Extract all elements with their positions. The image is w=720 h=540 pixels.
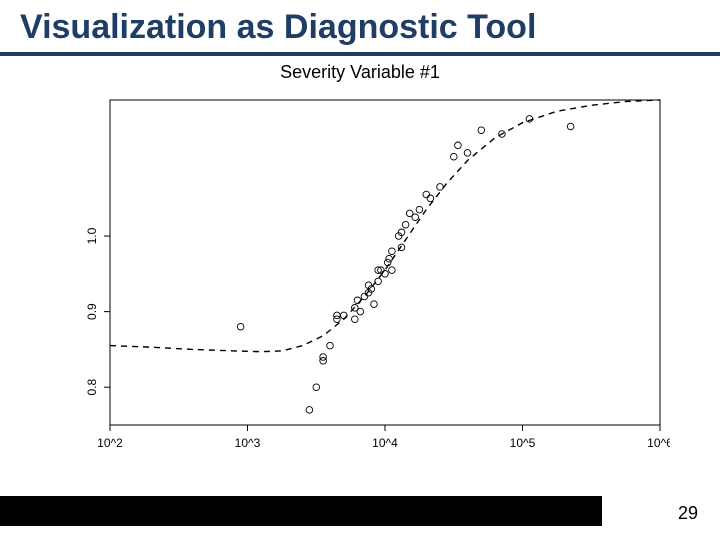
data-point <box>423 191 430 198</box>
y-tick-label: 0.8 <box>85 379 99 396</box>
data-point <box>427 195 434 202</box>
data-point <box>371 301 378 308</box>
data-point <box>455 142 462 149</box>
chart-subtitle: Severity Variable #1 <box>0 62 720 83</box>
data-point <box>334 312 341 319</box>
data-point <box>341 312 348 319</box>
data-point <box>451 153 458 160</box>
y-tick-label: 0.9 <box>85 303 99 320</box>
data-point <box>567 123 574 130</box>
chart-svg: 10^2 10^3 10^4 10^5 10^6 0.8 0.9 1.0 <box>60 95 670 475</box>
data-point <box>384 259 391 266</box>
plot-box <box>110 100 660 425</box>
page-number: 29 <box>678 503 698 524</box>
data-point <box>313 384 320 391</box>
data-point <box>416 206 423 213</box>
data-point <box>357 308 364 315</box>
data-point <box>526 116 533 123</box>
data-point <box>237 323 244 330</box>
fitted-curve <box>110 100 660 352</box>
data-point <box>320 354 327 361</box>
data-point <box>464 150 471 157</box>
data-point <box>478 127 485 134</box>
data-point <box>352 316 359 323</box>
data-point <box>327 342 334 349</box>
data-point <box>320 358 327 365</box>
data-point <box>389 248 396 255</box>
x-tick-label: 10^2 <box>97 436 123 450</box>
data-point <box>437 184 444 191</box>
data-point <box>402 221 409 228</box>
slide-title: Visualization as Diagnostic Tool <box>20 8 536 47</box>
data-point <box>306 407 313 414</box>
footer-bar <box>0 496 602 526</box>
x-tick-label: 10^6 <box>647 436 670 450</box>
data-point <box>354 297 361 304</box>
x-tick-label: 10^3 <box>235 436 261 450</box>
data-point <box>398 244 405 251</box>
x-tick-label: 10^4 <box>372 436 398 450</box>
data-point <box>375 278 382 285</box>
slide: Visualization as Diagnostic Tool Severit… <box>0 0 720 540</box>
data-point <box>386 255 393 262</box>
data-point <box>334 316 341 323</box>
data-point <box>389 267 396 274</box>
y-tick-label: 1.0 <box>85 227 99 244</box>
title-underline <box>0 52 720 56</box>
data-point <box>412 214 419 221</box>
x-tick-label: 10^5 <box>510 436 536 450</box>
data-point <box>361 293 368 300</box>
scatter-chart: 10^2 10^3 10^4 10^5 10^6 0.8 0.9 1.0 <box>60 95 670 475</box>
